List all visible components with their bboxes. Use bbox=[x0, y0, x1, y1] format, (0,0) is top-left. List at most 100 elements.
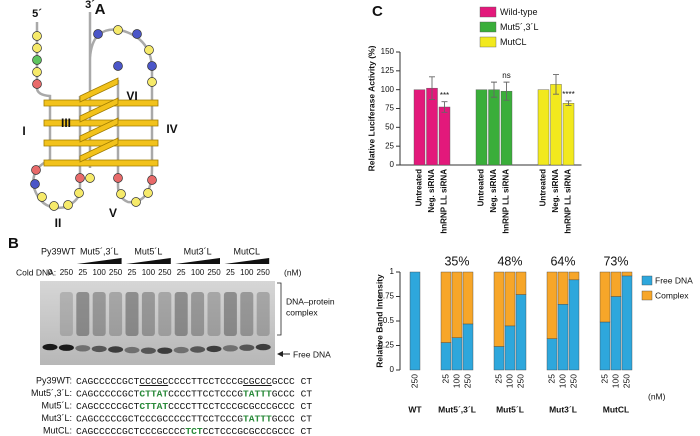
y-tick-label: 0.75 bbox=[378, 292, 394, 301]
bar-segment bbox=[621, 271, 633, 277]
y-tick-label: 0.25 bbox=[378, 341, 394, 350]
x-tick-label: Untreated bbox=[477, 169, 486, 206]
y-tick-label: 125 bbox=[381, 66, 395, 75]
bar-segment bbox=[504, 271, 516, 327]
sequence-segment: GCCC CT bbox=[272, 376, 313, 387]
legend-swatch bbox=[641, 290, 653, 301]
x-tick-label: 100 bbox=[504, 374, 514, 388]
legend-label: MutCL bbox=[500, 37, 527, 47]
free-band bbox=[239, 344, 255, 351]
sequence-segment: CAGCCCCCGCT bbox=[76, 388, 140, 399]
bar-segment bbox=[409, 271, 421, 371]
lane-label: 100 bbox=[191, 268, 205, 277]
panel-label: C bbox=[372, 3, 383, 20]
bar-segment bbox=[621, 275, 633, 371]
bead bbox=[144, 45, 154, 55]
complex-band bbox=[109, 292, 123, 336]
x-tick-label: hnRNP LL siRNA bbox=[564, 169, 573, 234]
tetrad bbox=[79, 97, 119, 123]
lane-label: 250 bbox=[257, 268, 271, 277]
bead bbox=[32, 43, 42, 53]
loop-label: II bbox=[55, 216, 62, 230]
lane-label: 25 bbox=[226, 268, 235, 277]
bead bbox=[147, 77, 157, 87]
x-tick-label: Neg. siRNA bbox=[489, 169, 498, 213]
construct-label: Mut5´,3´L bbox=[80, 246, 119, 256]
y-tick-label: 0.5 bbox=[383, 316, 395, 325]
tetrad bbox=[43, 139, 159, 147]
complex-band bbox=[240, 292, 254, 336]
lane-label: 100 bbox=[93, 268, 107, 277]
bar-segment bbox=[557, 271, 569, 305]
sequence-segment: CTTAT bbox=[139, 388, 168, 399]
sequence-label: Mut3´L: bbox=[41, 413, 72, 423]
legend-label: Complex bbox=[655, 290, 689, 300]
free-band bbox=[255, 343, 271, 351]
error-bar bbox=[565, 100, 572, 106]
bead bbox=[116, 189, 126, 199]
sequence-segment: TCT bbox=[185, 426, 203, 436]
lane-label: 250 bbox=[109, 268, 123, 277]
sequence-segment: CCCCTTCCTCCCGCGCCCGCCC CT bbox=[168, 401, 312, 412]
tetrad bbox=[43, 99, 159, 107]
bar-segment bbox=[557, 304, 569, 371]
sequence-segment: CCTCCCGCGCCCGCCC CT bbox=[203, 426, 313, 436]
free-band bbox=[75, 345, 91, 352]
bar bbox=[438, 106, 451, 166]
x-tick-label: 100 bbox=[451, 374, 461, 388]
tetrads bbox=[43, 77, 159, 167]
legend-swatch bbox=[479, 21, 497, 33]
free-band bbox=[42, 343, 58, 351]
tetrad bbox=[43, 159, 159, 167]
complex-band bbox=[223, 292, 237, 336]
bar-segment bbox=[610, 271, 622, 297]
panel-label: A bbox=[95, 1, 106, 18]
group-label: MutCL bbox=[603, 404, 629, 414]
lane-label: 250 bbox=[207, 268, 221, 277]
bead bbox=[30, 179, 40, 189]
loop-label: IV bbox=[166, 122, 177, 136]
strand-label: 5´ bbox=[32, 8, 42, 20]
bead bbox=[147, 175, 157, 185]
bar-segment bbox=[546, 338, 558, 371]
free-band bbox=[140, 347, 156, 354]
y-tick-label: 25 bbox=[385, 141, 394, 150]
lane-label: 100 bbox=[142, 268, 156, 277]
sequence-segment: TATTT bbox=[243, 413, 272, 424]
bar-segment bbox=[493, 271, 505, 347]
sequence-segment: GCCC CT bbox=[272, 413, 313, 424]
sequence-label: Py39WT: bbox=[36, 375, 72, 385]
y-tick-label: 0 bbox=[390, 160, 395, 169]
lane-label: 25 bbox=[177, 268, 186, 277]
sequence-segment: CCCGC bbox=[139, 376, 168, 387]
beads bbox=[30, 25, 157, 211]
complex-band bbox=[174, 292, 188, 336]
tetrad bbox=[79, 117, 119, 143]
significance-label: **** bbox=[562, 90, 574, 99]
bead bbox=[131, 197, 141, 207]
free-band bbox=[222, 345, 238, 352]
lane-label: 0 bbox=[48, 268, 53, 277]
lane-label: 100 bbox=[240, 268, 254, 277]
x-tick-label: Untreated bbox=[539, 169, 548, 206]
bar-segment bbox=[610, 296, 622, 371]
bead bbox=[32, 31, 42, 41]
bead bbox=[32, 79, 42, 89]
bead bbox=[85, 173, 95, 183]
bar bbox=[475, 89, 488, 166]
bar-segment bbox=[504, 325, 516, 371]
x-tick-label: 100 bbox=[557, 374, 567, 388]
loop-label: III bbox=[61, 116, 71, 130]
tetrad bbox=[43, 119, 159, 127]
bead bbox=[74, 188, 84, 198]
complex-label: DNA–protein bbox=[286, 296, 335, 306]
x-tick-label: 250 bbox=[515, 374, 525, 388]
x-tick-label: Untreated bbox=[415, 169, 424, 206]
x-tick-label: hnRNP LL siRNA bbox=[440, 169, 449, 234]
x-tick-label: Neg. siRNA bbox=[427, 169, 436, 213]
bar bbox=[537, 89, 550, 166]
free-band bbox=[91, 345, 107, 353]
free-band bbox=[173, 346, 189, 354]
sequence: CAGCCCCCGCTCTTATCCCCTTCCTCCCGCGCCCGCCC C… bbox=[76, 401, 312, 412]
x-tick-label: 25 bbox=[440, 374, 450, 384]
